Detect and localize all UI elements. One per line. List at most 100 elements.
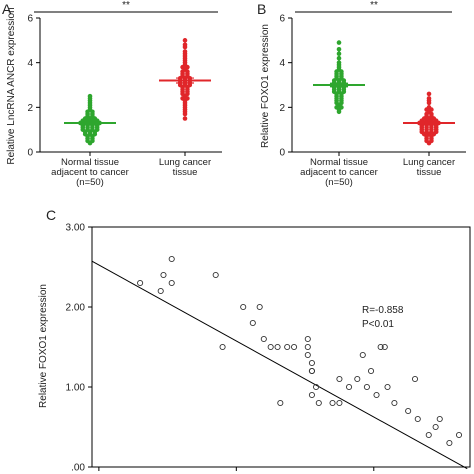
panel-b-y-ticks: 0 2 4 6 bbox=[279, 14, 292, 159]
panel-c-y-ticks: .00 1.00 2.00 3.00 bbox=[66, 223, 92, 474]
panel-c: C Relative FOXO1 expression .00 1.00 2.00 3… bbox=[38, 207, 471, 474]
a-category-label-line: tissue bbox=[173, 167, 198, 178]
c-data-point bbox=[336, 399, 343, 407]
c-data-point bbox=[354, 375, 361, 383]
panel-c-plot-frame bbox=[91, 226, 471, 468]
b-y-tick-label: 4 bbox=[279, 58, 285, 69]
c-data-point bbox=[304, 343, 311, 351]
panel-a: A Relative LncRNA ANCR expression ** 0 2 4… bbox=[2, 0, 222, 188]
c-data-point bbox=[336, 375, 343, 383]
b-data-point bbox=[336, 109, 342, 115]
c-data-point bbox=[373, 391, 380, 399]
a-data-point bbox=[87, 102, 93, 108]
b-category-label-line: tissue bbox=[417, 167, 442, 178]
panel-a-y-axis-label: Relative LncRNA ANCR expression bbox=[6, 7, 17, 164]
c-data-point bbox=[411, 375, 419, 383]
b-category-label-line: Lung cancer bbox=[403, 157, 455, 168]
c-data-point bbox=[160, 271, 167, 279]
panel-c-regression-line bbox=[91, 260, 468, 470]
c-data-point bbox=[436, 415, 443, 423]
c-data-point bbox=[308, 359, 315, 367]
c-data-point bbox=[308, 367, 315, 375]
c-y-tick-label: 1.00 bbox=[66, 383, 86, 394]
panel-c-x-ticks bbox=[98, 467, 375, 471]
c-data-point bbox=[432, 423, 439, 431]
c-data-point bbox=[260, 335, 267, 343]
b-category-label-line: (n=50) bbox=[325, 177, 353, 188]
a-category-label-line: Lung cancer bbox=[159, 157, 211, 168]
panel-b: B Relative FOXO1 expression ** 0 2 4 6 Norm… bbox=[257, 0, 466, 188]
a-y-tick-label: 4 bbox=[27, 58, 33, 69]
b-y-tick-label: 2 bbox=[279, 103, 285, 114]
c-data-point bbox=[267, 343, 274, 351]
b-category-label-line: adjacent to cancer bbox=[300, 167, 378, 178]
c-data-point bbox=[168, 255, 175, 263]
a-y-tick-label: 0 bbox=[27, 148, 33, 159]
a-category-label-line: (n=50) bbox=[76, 177, 104, 188]
b-data-point bbox=[426, 100, 432, 106]
c-data-point bbox=[249, 319, 256, 327]
c-data-point bbox=[384, 383, 391, 391]
panel-c-y-axis-label: Relative FOXO1 expression bbox=[38, 284, 49, 408]
c-data-point bbox=[455, 431, 463, 439]
b-data-point bbox=[336, 46, 342, 52]
a-category-label-line: Normal tissue bbox=[61, 157, 119, 168]
b-y-tick-label: 6 bbox=[279, 14, 285, 25]
panel-b-y-axis-label: Relative FOXO1 expression bbox=[260, 24, 271, 148]
a-category-label-line: adjacent to cancer bbox=[51, 167, 129, 178]
b-data-point bbox=[336, 51, 342, 57]
c-data-point bbox=[304, 351, 311, 359]
a-data-point bbox=[182, 44, 188, 50]
panel-b-mean-bars bbox=[313, 82, 455, 125]
a-y-tick-label: 6 bbox=[27, 14, 33, 25]
c-data-point bbox=[391, 399, 398, 407]
c-data-point bbox=[219, 343, 226, 351]
c-data-point bbox=[363, 383, 370, 391]
c-data-point bbox=[425, 431, 432, 439]
c-data-point bbox=[329, 399, 336, 407]
a-data-point bbox=[182, 116, 188, 121]
c-data-point bbox=[345, 383, 353, 391]
b-data-point bbox=[336, 55, 342, 61]
panel-a-y-ticks: 0 2 4 6 bbox=[27, 14, 40, 159]
c-data-point bbox=[381, 343, 388, 351]
c-data-point bbox=[274, 343, 281, 351]
b-y-tick-label: 0 bbox=[279, 148, 285, 159]
panel-b-significance-label: ** bbox=[370, 0, 378, 11]
c-y-tick-label: 3.00 bbox=[66, 223, 86, 234]
c-y-tick-label: 2.00 bbox=[66, 303, 86, 314]
a-data-point bbox=[182, 38, 188, 43]
a-data-point bbox=[87, 96, 93, 101]
panel-b-label: B bbox=[257, 1, 266, 17]
panel-c-points bbox=[137, 255, 463, 447]
panel-b-points bbox=[329, 40, 441, 146]
c-data-point bbox=[157, 287, 164, 295]
c-data-point bbox=[377, 343, 384, 351]
panel-c-annotation-p: P<0.01 bbox=[362, 319, 394, 330]
c-data-point bbox=[256, 303, 263, 311]
c-data-point bbox=[240, 303, 247, 311]
c-data-point bbox=[313, 383, 320, 391]
c-data-point bbox=[367, 367, 375, 375]
c-data-point bbox=[168, 279, 175, 287]
panel-a-label: A bbox=[2, 1, 12, 17]
panel-a-mean-bars bbox=[64, 77, 211, 126]
b-category-label-line: Normal tissue bbox=[310, 157, 368, 168]
c-data-point bbox=[137, 279, 144, 287]
a-y-tick-label: 2 bbox=[27, 103, 33, 114]
c-data-point bbox=[212, 271, 219, 279]
c-data-point bbox=[315, 399, 322, 407]
panel-a-points bbox=[78, 38, 193, 146]
c-data-point bbox=[446, 439, 453, 447]
c-data-point bbox=[308, 391, 315, 399]
c-data-point bbox=[291, 343, 298, 351]
b-data-point bbox=[426, 140, 432, 146]
c-data-point bbox=[277, 399, 284, 407]
panel-c-label: C bbox=[46, 207, 56, 223]
a-data-point bbox=[182, 111, 188, 117]
b-data-point bbox=[426, 91, 432, 97]
b-data-point bbox=[336, 40, 342, 45]
c-data-point bbox=[304, 335, 311, 343]
